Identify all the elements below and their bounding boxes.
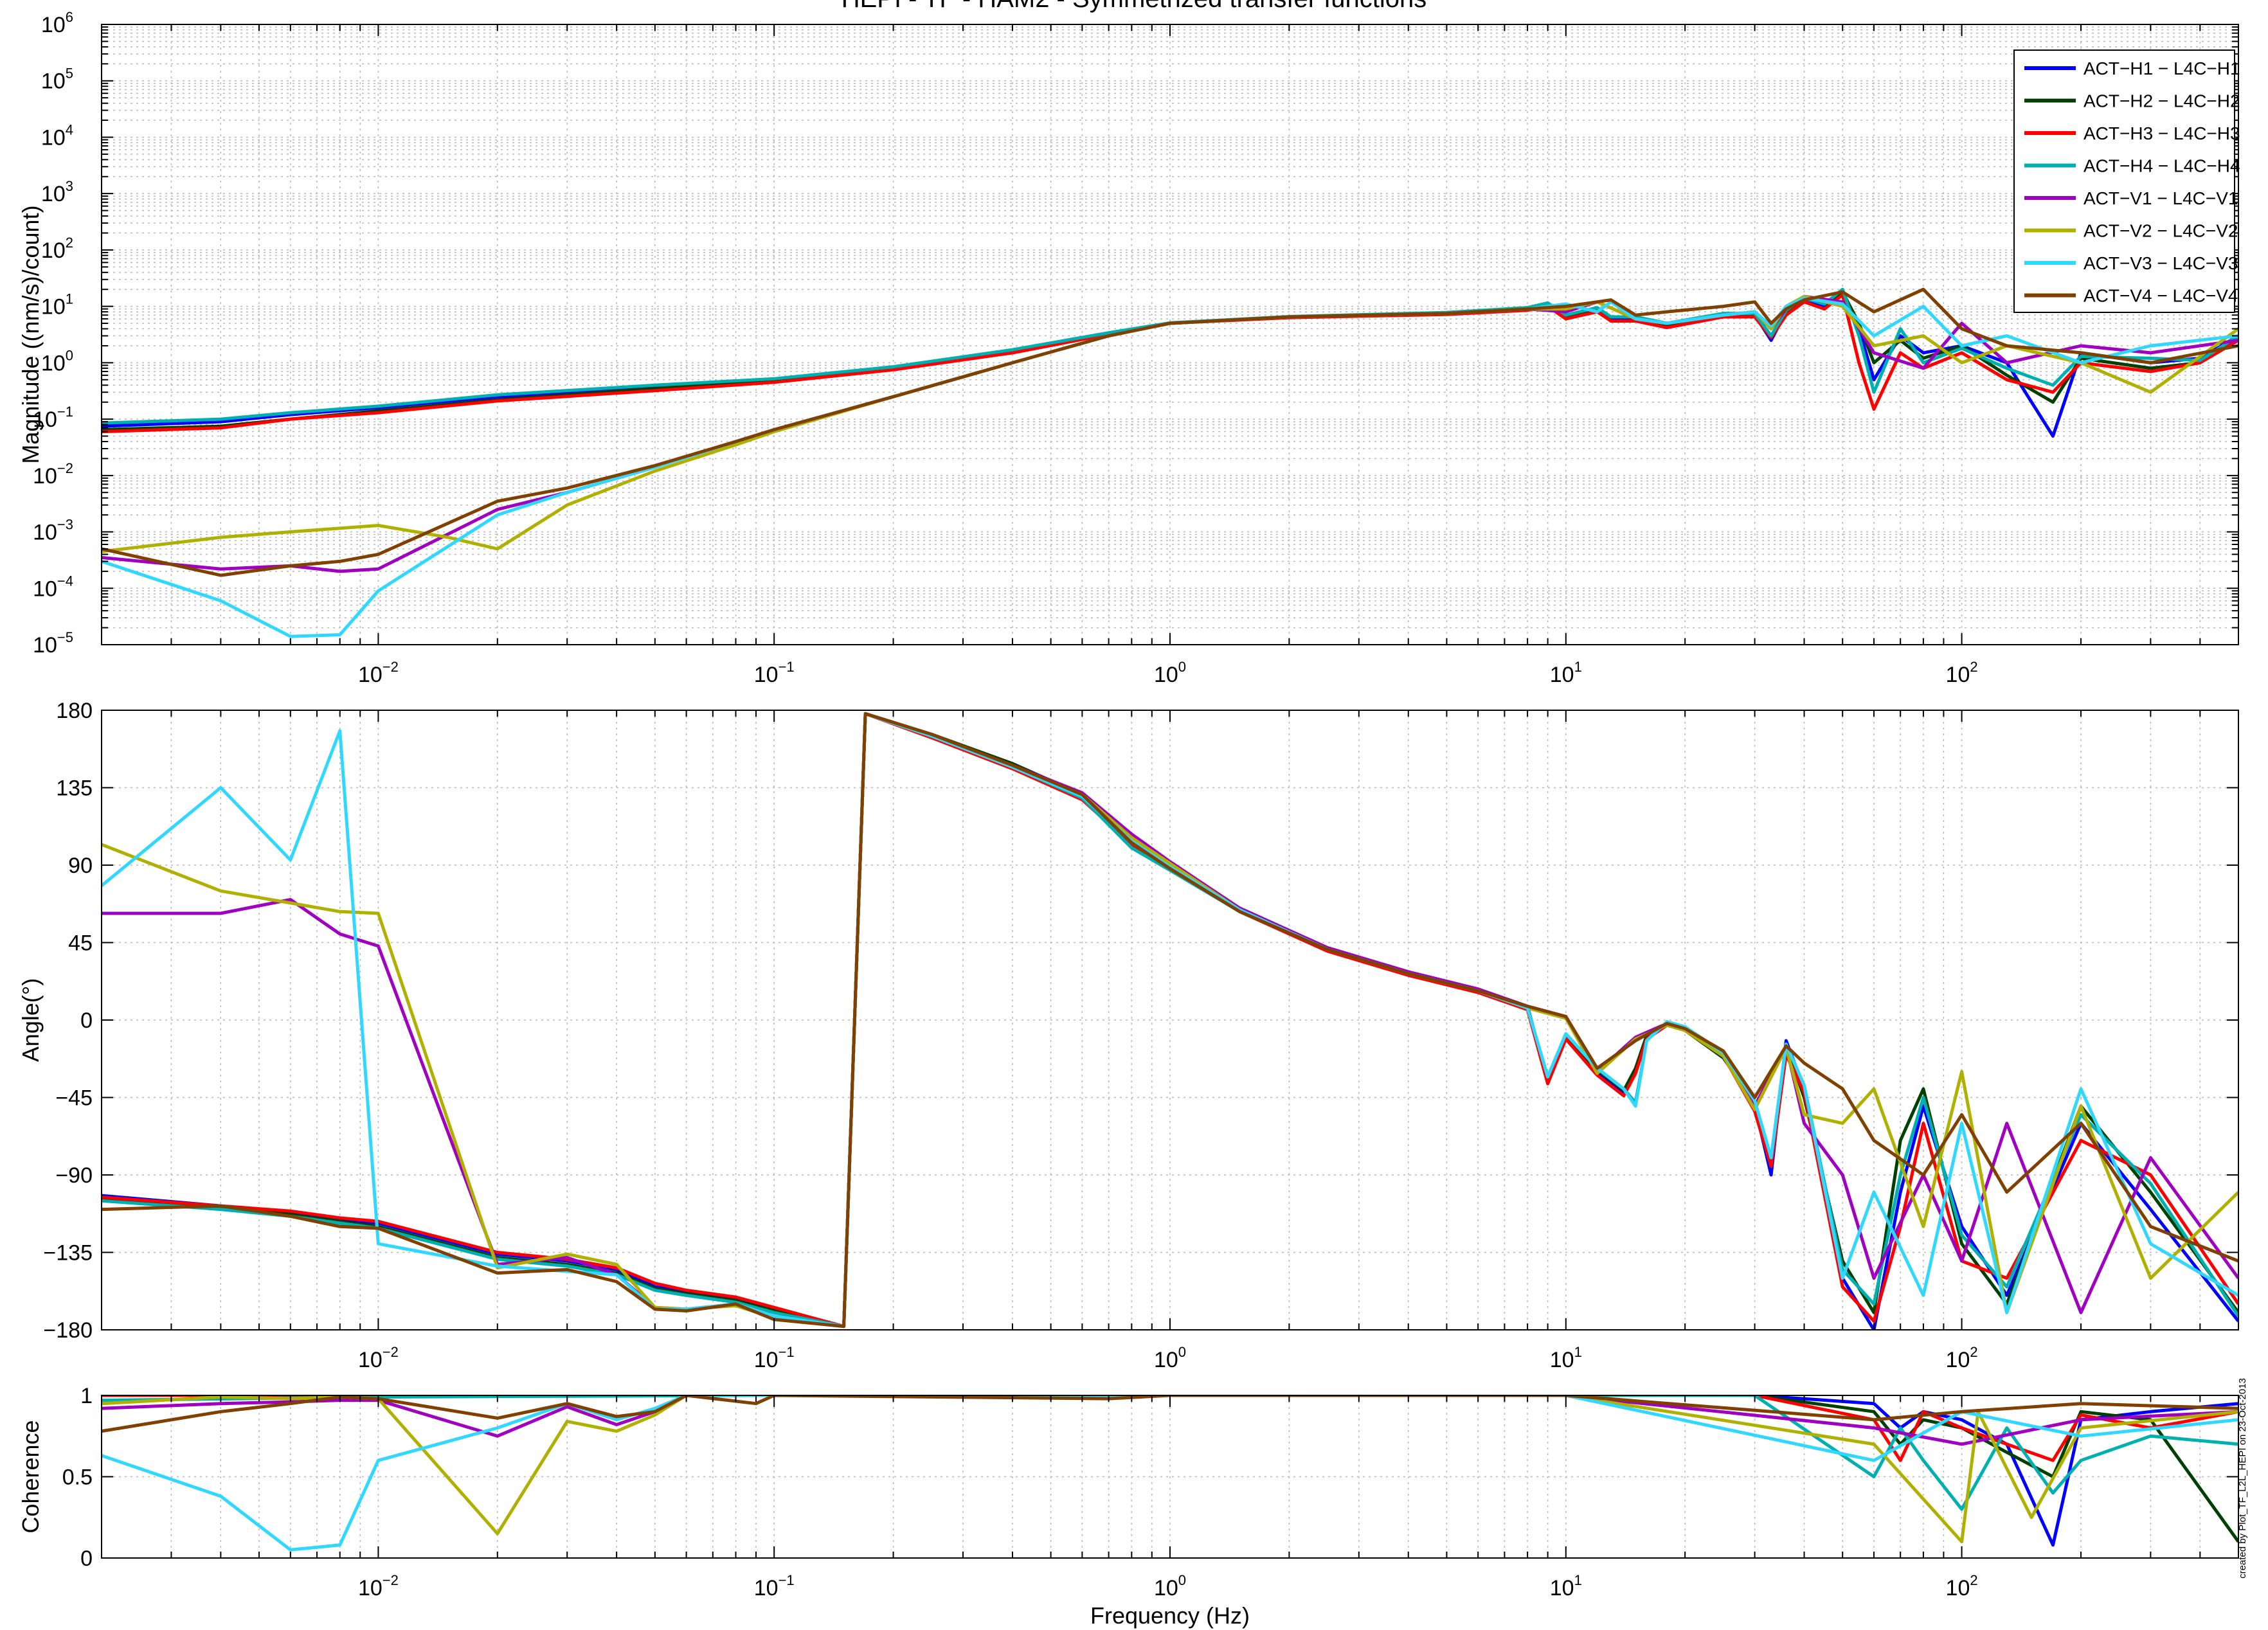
legend-entry-label: ACT−H4 − L4C−H4: [2084, 156, 2240, 176]
magnitude-panel: 10−2 10−1 100 101 102 10−5 10−4 10−3 10−2 10−1 100…: [17, 9, 2239, 687]
legend: ACT−H1 − L4C−H1 ACT−H2 − L4C−H2 ACT−H3 − L…: [2013, 49, 2240, 313]
coherence-panel: 10−2 10−1 100 101 102 1 0.5 0 Coherence Frequency…: [17, 1384, 2239, 1629]
y-tick-label: 0.5: [62, 1465, 93, 1490]
x-tick-label: 100: [1154, 1344, 1186, 1372]
x-tick-marks: [101, 1395, 2239, 1558]
grid-lines: [101, 1395, 2239, 1559]
y-tick-label: 105: [41, 66, 73, 94]
x-tick-label: 10−2: [358, 1344, 399, 1372]
x-tick-label: 100: [1154, 659, 1186, 687]
legend-entry-label: ACT−V4 − L4C−V4: [2084, 286, 2238, 306]
series-line-3: [102, 1395, 2238, 1462]
x-tick-label: 10−2: [358, 1572, 399, 1600]
y-tick-label: 101: [41, 291, 73, 319]
y-tick-label: 90: [68, 854, 93, 878]
y-tick-label: 104: [41, 121, 73, 150]
series-line-8: [102, 712, 2238, 1329]
phase-panel: 10−2 10−1 100 101 102 180 135 90 45 0 −45 −90 −135 −1…: [17, 699, 2239, 1372]
x-tick-label: 101: [1550, 659, 1582, 687]
y-tick-marks: [102, 710, 2238, 1330]
y-tick-label: 1: [80, 1384, 93, 1408]
series-line-4: [102, 1395, 2238, 1511]
figure-title: HEPI - TF - HAM2 - Symmetrized transfer …: [0, 0, 2268, 13]
y-tick-label: −45: [55, 1086, 93, 1111]
series-lines: [102, 712, 2238, 1330]
y-tick-label: −135: [43, 1241, 93, 1266]
legend-entry-label: ACT−V1 − L4C−V1: [2084, 188, 2238, 208]
y-tick-label: 100: [41, 347, 73, 375]
legend-entry-label: ACT−V3 − L4C−V3: [2084, 253, 2238, 273]
y-tick-label: 0: [80, 1008, 93, 1033]
x-tick-label: 102: [1946, 1572, 1978, 1600]
x-tick-label: 10−1: [754, 1344, 795, 1372]
y-tick-label: 10−3: [33, 517, 73, 545]
x-tick-label: 101: [1550, 1344, 1582, 1372]
legend-entry-label: ACT−H1 − L4C−H1: [2084, 58, 2240, 78]
y-tick-label: 10−5: [33, 629, 73, 658]
y-tick-label: 106: [41, 9, 73, 37]
x-tick-label: 102: [1946, 659, 1978, 687]
series-line-3: [102, 712, 2238, 1329]
y-tick-label: 10−2: [33, 460, 73, 488]
series-line-8: [102, 287, 2238, 577]
x-tick-label: 101: [1550, 1572, 1582, 1600]
legend-entry-label: ACT−H3 − L4C−H3: [2084, 123, 2240, 143]
y-tick-label: 10−4: [33, 573, 73, 601]
y-axis-title: Angle(°): [17, 978, 44, 1062]
x-tick-label: 10−2: [358, 659, 399, 687]
y-tick-label: −180: [43, 1318, 93, 1343]
credit-text: created by Plot_TF_L2L_HEPI on 23-Oct-20…: [2237, 1378, 2248, 1579]
x-tick-marks: [101, 24, 2239, 645]
y-tick-label: 0: [80, 1546, 93, 1571]
y-axis-title: Magnitude ((nm/s)/count): [17, 205, 44, 463]
y-axis-title: Coherence: [17, 1420, 44, 1533]
y-tick-label: 135: [56, 776, 93, 801]
series-line-3: [102, 293, 2238, 434]
series-lines: [102, 287, 2238, 638]
y-tick-label: 45: [68, 931, 93, 956]
legend-box: [2013, 49, 2235, 313]
x-tick-label: 10−1: [754, 659, 795, 687]
y-tick-label: 180: [56, 699, 93, 723]
series-line-7: [102, 296, 2238, 638]
y-tick-label: 10−1: [33, 404, 73, 432]
y-tick-marks: [102, 1395, 2238, 1559]
legend-entry-label: ACT−V2 − L4C−V2: [2084, 221, 2238, 241]
y-tick-label: 102: [41, 235, 73, 263]
y-tick-label: 103: [41, 178, 73, 206]
x-axis-title: Frequency (Hz): [1090, 1602, 1250, 1629]
series-line-7: [102, 1395, 2238, 1552]
x-tick-marks: [101, 710, 2239, 1330]
x-tick-label: 100: [1154, 1572, 1186, 1600]
x-tick-label: 10−1: [754, 1572, 795, 1600]
legend-entry-label: ACT−H2 − L4C−H2: [2084, 91, 2240, 111]
x-tick-label: 102: [1946, 1344, 1978, 1372]
y-tick-label: −90: [55, 1163, 93, 1188]
